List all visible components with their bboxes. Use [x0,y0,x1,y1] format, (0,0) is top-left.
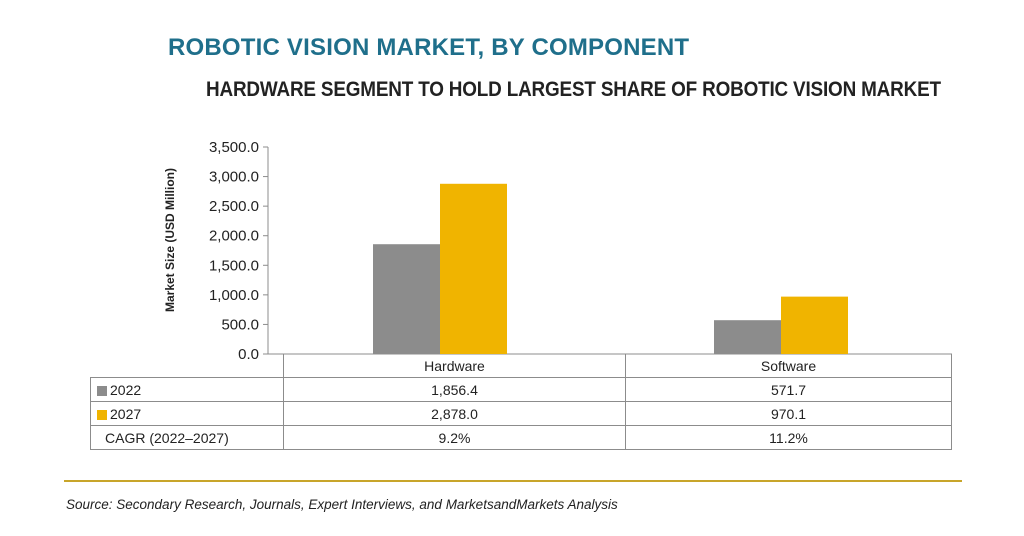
table-corner [91,354,284,378]
y-tick-label: 1,000.0 [209,287,259,304]
table-row: 2022 1,856.4 571.7 [90,377,952,402]
chart-subtitle: HARDWARE SEGMENT TO HOLD LARGEST SHARE O… [206,78,941,101]
category-label-hardware: Hardware [283,354,626,378]
bar-2022-hardware [373,244,440,354]
legend-swatch-2022 [97,385,107,396]
value-2027-software: 970.1 [625,401,952,426]
value-2027-hardware: 2,878.0 [283,401,626,426]
value-2022-hardware: 1,856.4 [283,377,626,402]
y-axis-title: Market Size (USD Million) [163,168,177,312]
cagr-hardware: 9.2% [283,425,626,450]
chart-title: ROBOTIC VISION MARKET, BY COMPONENT [168,34,690,61]
y-tick-label: 2,500.0 [209,198,259,215]
bar-2027-hardware [440,183,507,354]
y-tick-label: 0.0 [238,346,259,363]
y-tick-label: 2,000.0 [209,228,259,245]
series-label-2022: 2022 [90,377,284,402]
legend-swatch-2027 [97,409,107,420]
y-tick-label: 3,500.0 [209,139,259,156]
table-row: CAGR (2022–2027) 9.2% 11.2% [90,425,952,450]
footer-divider [64,480,962,482]
series-name-2022: 2022 [110,381,142,398]
y-tick-label: 1,500.0 [209,257,259,274]
table-row: 2027 2,878.0 970.1 [90,401,952,426]
bar-2027-software [781,296,848,354]
table-header-row: Hardware Software [91,354,952,378]
cagr-label: CAGR (2022–2027) [90,425,284,450]
bar-2022-software [714,320,781,354]
source-note: Source: Secondary Research, Journals, Ex… [66,497,618,512]
data-table: Hardware Software 2022 1,856.4 571.7 202… [90,354,952,450]
series-name-2027: 2027 [110,405,142,422]
y-tick-label: 3,000.0 [209,169,259,186]
cagr-software: 11.2% [625,425,952,450]
category-label-software: Software [625,354,952,378]
series-label-2027: 2027 [90,401,284,426]
value-2022-software: 571.7 [625,377,952,402]
y-tick-label: 500.0 [221,316,259,333]
